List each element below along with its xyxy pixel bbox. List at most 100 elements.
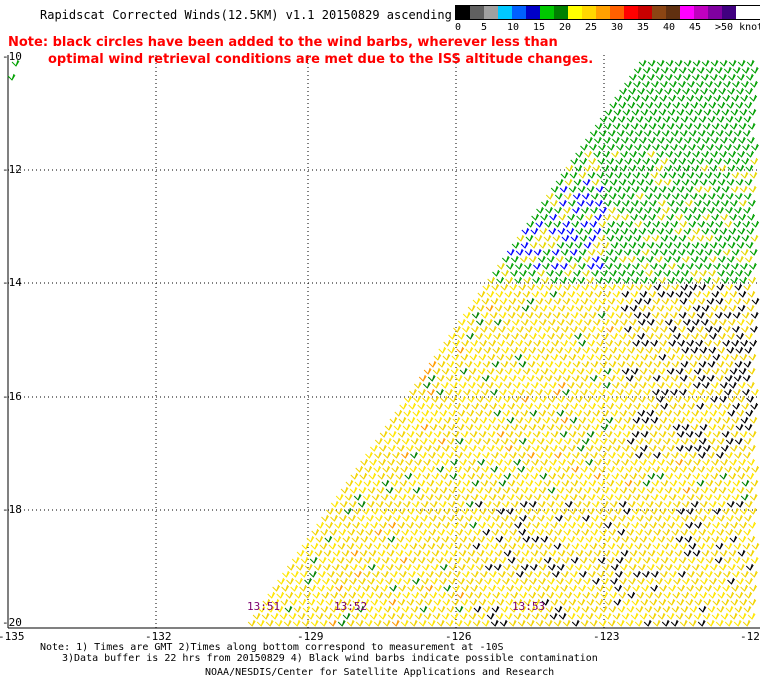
wind-barb — [519, 346, 528, 354]
wind-barb — [669, 311, 678, 319]
wind-barb — [744, 591, 753, 599]
wind-barb — [572, 451, 580, 459]
latitude-tick-label: -18 — [2, 503, 22, 516]
wind-barb — [585, 535, 594, 543]
wind-barb — [486, 612, 495, 620]
wind-barb — [400, 542, 409, 550]
wind-barb — [512, 304, 521, 312]
wind-barb — [412, 486, 421, 494]
wind-barb — [722, 248, 731, 256]
wind-barb — [639, 290, 648, 298]
wind-barb — [286, 563, 295, 571]
wind-barb — [680, 605, 689, 613]
wind-barb — [326, 584, 335, 592]
wind-barb — [675, 136, 683, 144]
wind-barb — [638, 150, 647, 158]
wind-barb — [671, 206, 679, 214]
wind-barb — [590, 605, 599, 613]
wind-barb — [516, 556, 525, 564]
wind-barb — [433, 521, 442, 529]
wind-barb — [568, 598, 577, 606]
wind-barb — [745, 164, 754, 172]
wind-barb — [717, 101, 726, 109]
wind-barb — [448, 486, 457, 494]
wind-barb — [380, 493, 389, 501]
wind-barb — [524, 584, 533, 592]
legend-label: 40 — [663, 22, 676, 33]
wind-barb — [435, 556, 444, 564]
wind-barb — [710, 549, 719, 557]
wind-barb — [519, 255, 528, 263]
wind-barb — [674, 227, 683, 235]
wind-barb — [477, 367, 486, 375]
wind-barb — [537, 255, 546, 263]
wind-barb — [546, 255, 555, 263]
wind-barb — [457, 486, 466, 494]
wind-barb — [555, 255, 564, 263]
wind-barb — [632, 584, 641, 592]
wind-barb — [636, 591, 645, 599]
wind-barb — [696, 556, 705, 564]
wind-barb — [665, 395, 673, 403]
wind-barb — [539, 304, 548, 312]
wind-barb — [516, 311, 525, 319]
wind-barb — [399, 479, 408, 487]
wind-barb — [539, 472, 548, 480]
wind-barb — [455, 605, 464, 613]
wind-barb — [504, 458, 513, 466]
wind-barb — [734, 605, 743, 613]
wind-barb — [642, 570, 650, 578]
wind-barb — [581, 528, 590, 536]
wind-barb — [567, 612, 576, 620]
wind-barb — [736, 87, 744, 95]
wind-barb — [611, 472, 620, 480]
wind-barb — [352, 598, 361, 606]
wind-barb — [572, 360, 581, 368]
wind-barb — [695, 94, 704, 102]
wind-barb — [746, 304, 755, 312]
wind-barb — [538, 409, 547, 417]
wind-barb — [619, 486, 628, 494]
wind-barb — [304, 563, 313, 571]
wind-barb — [523, 430, 532, 438]
wind-barb — [533, 262, 541, 270]
wind-barb — [410, 528, 419, 536]
wind-barb — [645, 500, 654, 508]
wind-barb — [485, 304, 494, 312]
wind-barb — [441, 612, 450, 620]
wind-barb — [713, 507, 721, 515]
wind-barb — [326, 507, 334, 515]
legend-swatch — [610, 6, 624, 19]
wind-barb — [651, 66, 660, 74]
wind-barb — [524, 493, 533, 501]
wind-barb — [386, 549, 395, 557]
wind-barb — [644, 605, 653, 613]
wind-barb — [551, 507, 559, 515]
wind-barb — [532, 598, 541, 606]
note-line-2: optimal wind retrieval conditions are me… — [48, 52, 594, 67]
wind-barb — [539, 227, 548, 235]
wind-barb — [718, 87, 726, 95]
wind-barb — [585, 444, 594, 452]
wind-barb — [365, 605, 374, 613]
wind-barb — [684, 213, 693, 221]
wind-barb — [634, 465, 643, 473]
wind-barb — [672, 514, 680, 522]
wind-barb — [542, 507, 550, 515]
wind-barb — [472, 388, 480, 396]
wind-barb — [717, 514, 725, 522]
wind-barb — [498, 311, 507, 319]
wind-barb — [412, 577, 420, 585]
wind-barb — [272, 584, 281, 592]
wind-barb — [698, 437, 707, 445]
wind-barb — [345, 570, 353, 578]
wind-barb — [386, 472, 395, 480]
wind-barb — [422, 381, 431, 389]
wind-barb — [355, 619, 364, 627]
wind-barb — [440, 472, 449, 480]
legend-swatch — [624, 6, 638, 19]
wind-barb — [434, 584, 443, 592]
wind-barb — [492, 346, 501, 354]
wind-barb — [681, 423, 690, 431]
wind-barb — [681, 178, 690, 186]
